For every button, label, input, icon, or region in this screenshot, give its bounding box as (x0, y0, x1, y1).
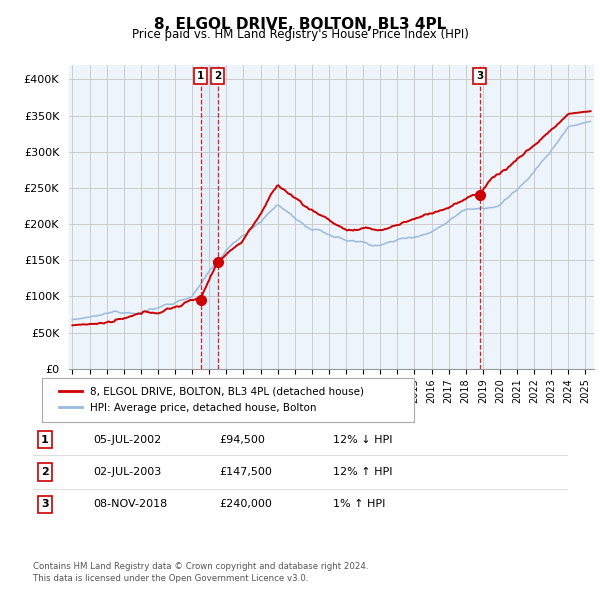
Text: 2: 2 (41, 467, 49, 477)
Text: £147,500: £147,500 (219, 467, 272, 477)
Text: 08-NOV-2018: 08-NOV-2018 (93, 500, 167, 509)
Text: 3: 3 (476, 71, 484, 81)
Text: Price paid vs. HM Land Registry's House Price Index (HPI): Price paid vs. HM Land Registry's House … (131, 28, 469, 41)
Text: 3: 3 (41, 500, 49, 509)
Text: 02-JUL-2003: 02-JUL-2003 (93, 467, 161, 477)
Text: 2: 2 (214, 71, 221, 81)
Text: £240,000: £240,000 (219, 500, 272, 509)
Text: 1: 1 (197, 71, 205, 81)
Bar (200, 65, 218, 369)
Text: 1% ↑ HPI: 1% ↑ HPI (333, 500, 385, 509)
Text: 8, ELGOL DRIVE, BOLTON, BL3 4PL: 8, ELGOL DRIVE, BOLTON, BL3 4PL (154, 17, 446, 31)
Text: 05-JUL-2002: 05-JUL-2002 (93, 435, 161, 444)
Text: 12% ↓ HPI: 12% ↓ HPI (333, 435, 392, 444)
Text: 1: 1 (41, 435, 49, 444)
Text: £94,500: £94,500 (219, 435, 265, 444)
Text: 12% ↑ HPI: 12% ↑ HPI (333, 467, 392, 477)
Legend: 8, ELGOL DRIVE, BOLTON, BL3 4PL (detached house), HPI: Average price, detached h: 8, ELGOL DRIVE, BOLTON, BL3 4PL (detache… (55, 383, 368, 417)
Text: Contains HM Land Registry data © Crown copyright and database right 2024.
This d: Contains HM Land Registry data © Crown c… (33, 562, 368, 583)
